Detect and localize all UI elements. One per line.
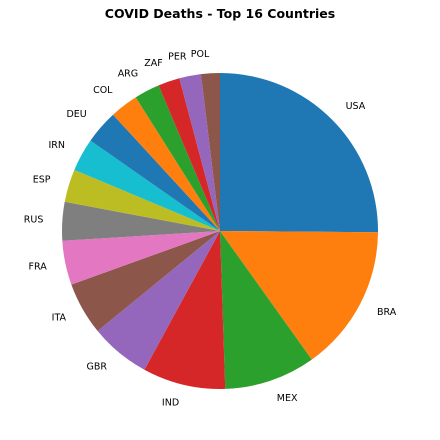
pie-slice-mex [220, 231, 312, 389]
pie-slice-deu [90, 114, 221, 231]
slice-label-deu: DEU [66, 109, 86, 120]
pie-slice-ind [144, 231, 226, 389]
pie-slice-per [179, 74, 220, 232]
slice-label-ita: ITA [52, 313, 67, 324]
pie-slice-arg [135, 85, 220, 231]
pie-slice-bra [220, 231, 378, 360]
pie-slice-rus [61, 201, 221, 241]
pie-slice-gbr [97, 231, 220, 370]
chart-title: COVID Deaths - Top 16 Countries [105, 6, 335, 21]
slice-label-arg: ARG [118, 69, 138, 80]
pie-slice-ita [71, 231, 221, 331]
slice-label-col: COL [93, 85, 113, 96]
slice-label-rus: RUS [24, 215, 44, 226]
pie-labels: USA BRA MEX IND GBR ITA FRA RUS ESP IRN DEU COL ARG Z… [24, 49, 397, 409]
pie-slice-fra [62, 231, 220, 285]
pie-slice-usa [220, 73, 379, 233]
slice-label-gbr: GBR [87, 362, 108, 373]
slice-label-usa: USA [346, 101, 366, 112]
slice-label-bra: BRA [377, 307, 397, 318]
slice-label-esp: ESP [33, 175, 51, 186]
slice-label-ind: IND [162, 398, 179, 409]
pie-slice-irn [74, 140, 220, 231]
slice-label-fra: FRA [29, 261, 48, 272]
slice-label-zaf: ZAF [144, 58, 162, 69]
pie-slice-pol [200, 73, 220, 231]
pie-slices [61, 73, 379, 389]
pie-slice-esp [64, 169, 220, 231]
slice-label-per: PER [168, 52, 187, 63]
slice-label-pol: POL [191, 49, 210, 60]
pie-slice-col [113, 97, 220, 231]
slice-label-mex: MEX [277, 393, 298, 404]
pie-slice-zaf [158, 78, 220, 231]
slice-label-irn: IRN [48, 140, 65, 151]
